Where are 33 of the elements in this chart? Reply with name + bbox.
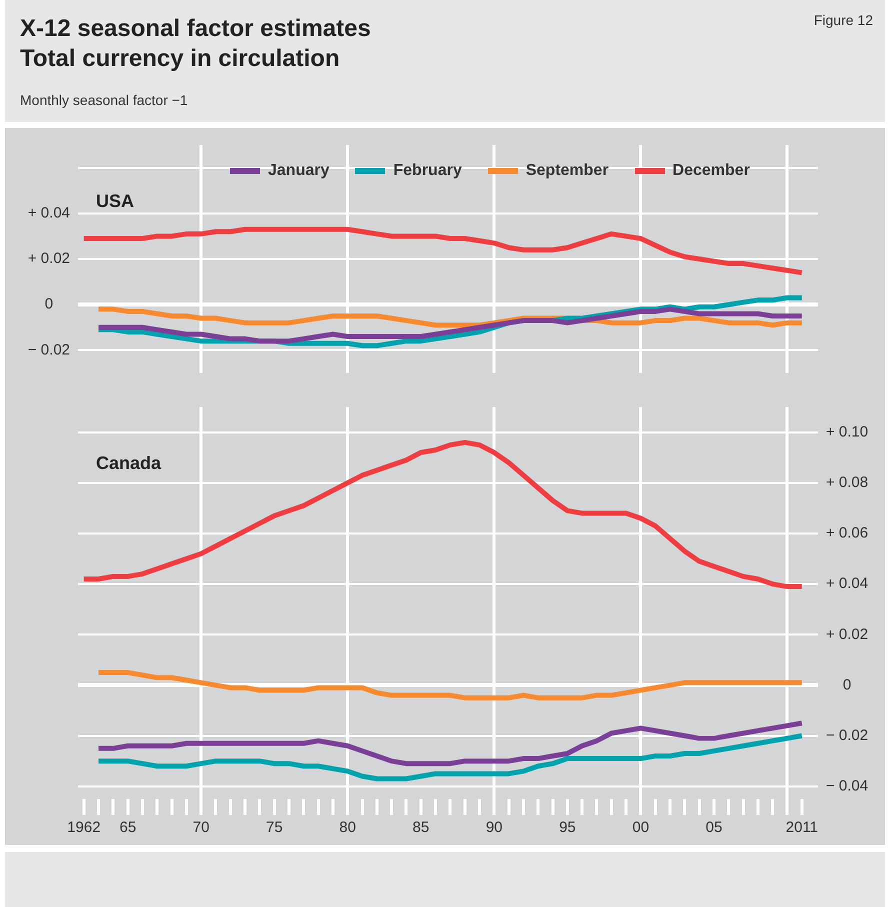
y-tick-label: + 0.04 — [28, 204, 70, 222]
text: Monthly seasonal factor −1 — [20, 92, 188, 108]
y-tick-label: − 0.04 — [826, 777, 868, 794]
y-tick-label: + 0.08 — [826, 474, 868, 492]
legend-label: January — [268, 162, 330, 180]
y-tick-label: + 0.06 — [826, 524, 868, 542]
x-tick-label: 05 — [706, 819, 722, 836]
legend-label: December — [672, 162, 750, 180]
y-tick-label: + 0.10 — [826, 423, 868, 440]
caption: Figure 12 — [814, 12, 873, 28]
text: X-12 seasonal factor estimates — [20, 14, 371, 44]
x-tick-label: 80 — [339, 819, 356, 836]
x-tick-label: 70 — [192, 819, 210, 836]
x-tick-label: 90 — [486, 819, 502, 836]
y-tick-label: − 0.02 — [826, 726, 868, 744]
x-tick-label: 2011 — [786, 819, 818, 836]
legend-label: February — [393, 162, 462, 180]
y-tick-label: 0 — [842, 676, 852, 694]
x-tick-label: 65 — [119, 819, 136, 836]
y-tick-label: + 0.02 — [28, 250, 70, 268]
text: Canada — [96, 452, 162, 473]
text: Total currency in circulation — [20, 44, 341, 74]
x-tick-label: 85 — [412, 819, 430, 836]
x-tick-label: 95 — [559, 819, 576, 836]
legend-label: September — [526, 162, 609, 180]
x-tick-label: 75 — [266, 819, 283, 836]
y-tick-label: + 0.02 — [826, 626, 868, 643]
text: USA — [96, 190, 134, 211]
x-tick-label: 1962 — [67, 819, 101, 836]
y-tick-label: 0 — [44, 296, 54, 313]
y-tick-label: − 0.02 — [28, 341, 70, 358]
x-tick-label: 00 — [632, 819, 650, 836]
y-tick-label: + 0.04 — [826, 575, 868, 592]
